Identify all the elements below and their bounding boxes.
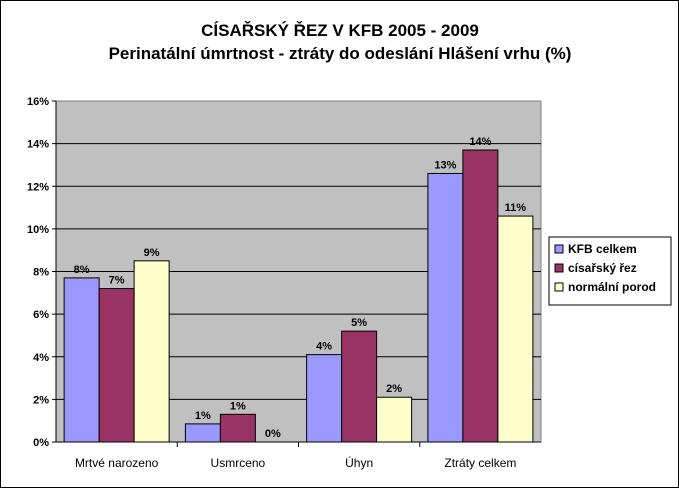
bar-1-4 (427, 172, 464, 443)
data-label: 0% (265, 428, 281, 440)
legend-label: normální porod (568, 280, 656, 294)
data-label: 4% (316, 341, 332, 353)
data-label: 11% (505, 202, 527, 214)
legend-swatch (554, 263, 564, 273)
legend: KFB celkem císařský řez normální porod (548, 236, 672, 306)
bar-3-3 (376, 396, 413, 443)
legend-swatch (554, 244, 564, 254)
data-label: 14% (469, 136, 491, 148)
x-category-label: Ztráty celkem (444, 456, 516, 470)
y-tick-label: 4% (33, 352, 49, 364)
data-label: 1% (195, 410, 211, 422)
data-label: 1% (230, 400, 246, 412)
bar-3-1 (133, 260, 170, 443)
data-label: 9% (144, 247, 160, 259)
data-label: 13% (434, 159, 456, 171)
bar-2-2 (219, 413, 256, 443)
y-tick-label: 16% (27, 96, 49, 108)
y-tick-label: 8% (33, 267, 49, 279)
legend-label: KFB celkem (568, 242, 637, 256)
plot-area: 0% 2% 4% 6% 8% 10% 12% 14% 16% 8% 7% 9% Mrtvé naroze… (27, 96, 542, 470)
data-label: 7% (109, 275, 125, 287)
bar-2-4 (462, 149, 499, 443)
y-tick-label: 12% (27, 181, 49, 193)
bar-2-3 (341, 330, 378, 443)
y-tick-label: 6% (33, 309, 49, 321)
bar-1-3 (306, 354, 343, 443)
bar-1-2 (184, 423, 221, 443)
legend-swatch (554, 282, 564, 292)
data-label: 8% (74, 264, 90, 276)
x-category-label: Mrtvé narozeno (75, 456, 159, 470)
legend-box (548, 236, 672, 306)
x-category-label: Úhyn (345, 455, 373, 470)
bar-1-1 (63, 277, 100, 443)
y-tick-label: 0% (33, 437, 49, 449)
data-label: 5% (351, 317, 367, 329)
data-label: 2% (386, 383, 402, 395)
y-tick-label: 14% (27, 139, 49, 151)
y-tick-label: 10% (27, 224, 49, 236)
chart-subtitle: Perinatální úmrtnost - ztráty do odeslán… (109, 44, 572, 63)
chart-title: CÍSAŘSKÝ ŘEZ V KFB 2005 - 2009 (201, 21, 479, 40)
y-tick-label: 2% (33, 394, 49, 406)
x-category-label: Usmrceno (211, 456, 266, 470)
bar-3-4 (497, 215, 534, 443)
legend-label: císařský řez (568, 261, 637, 275)
bar-2-1 (98, 288, 135, 443)
